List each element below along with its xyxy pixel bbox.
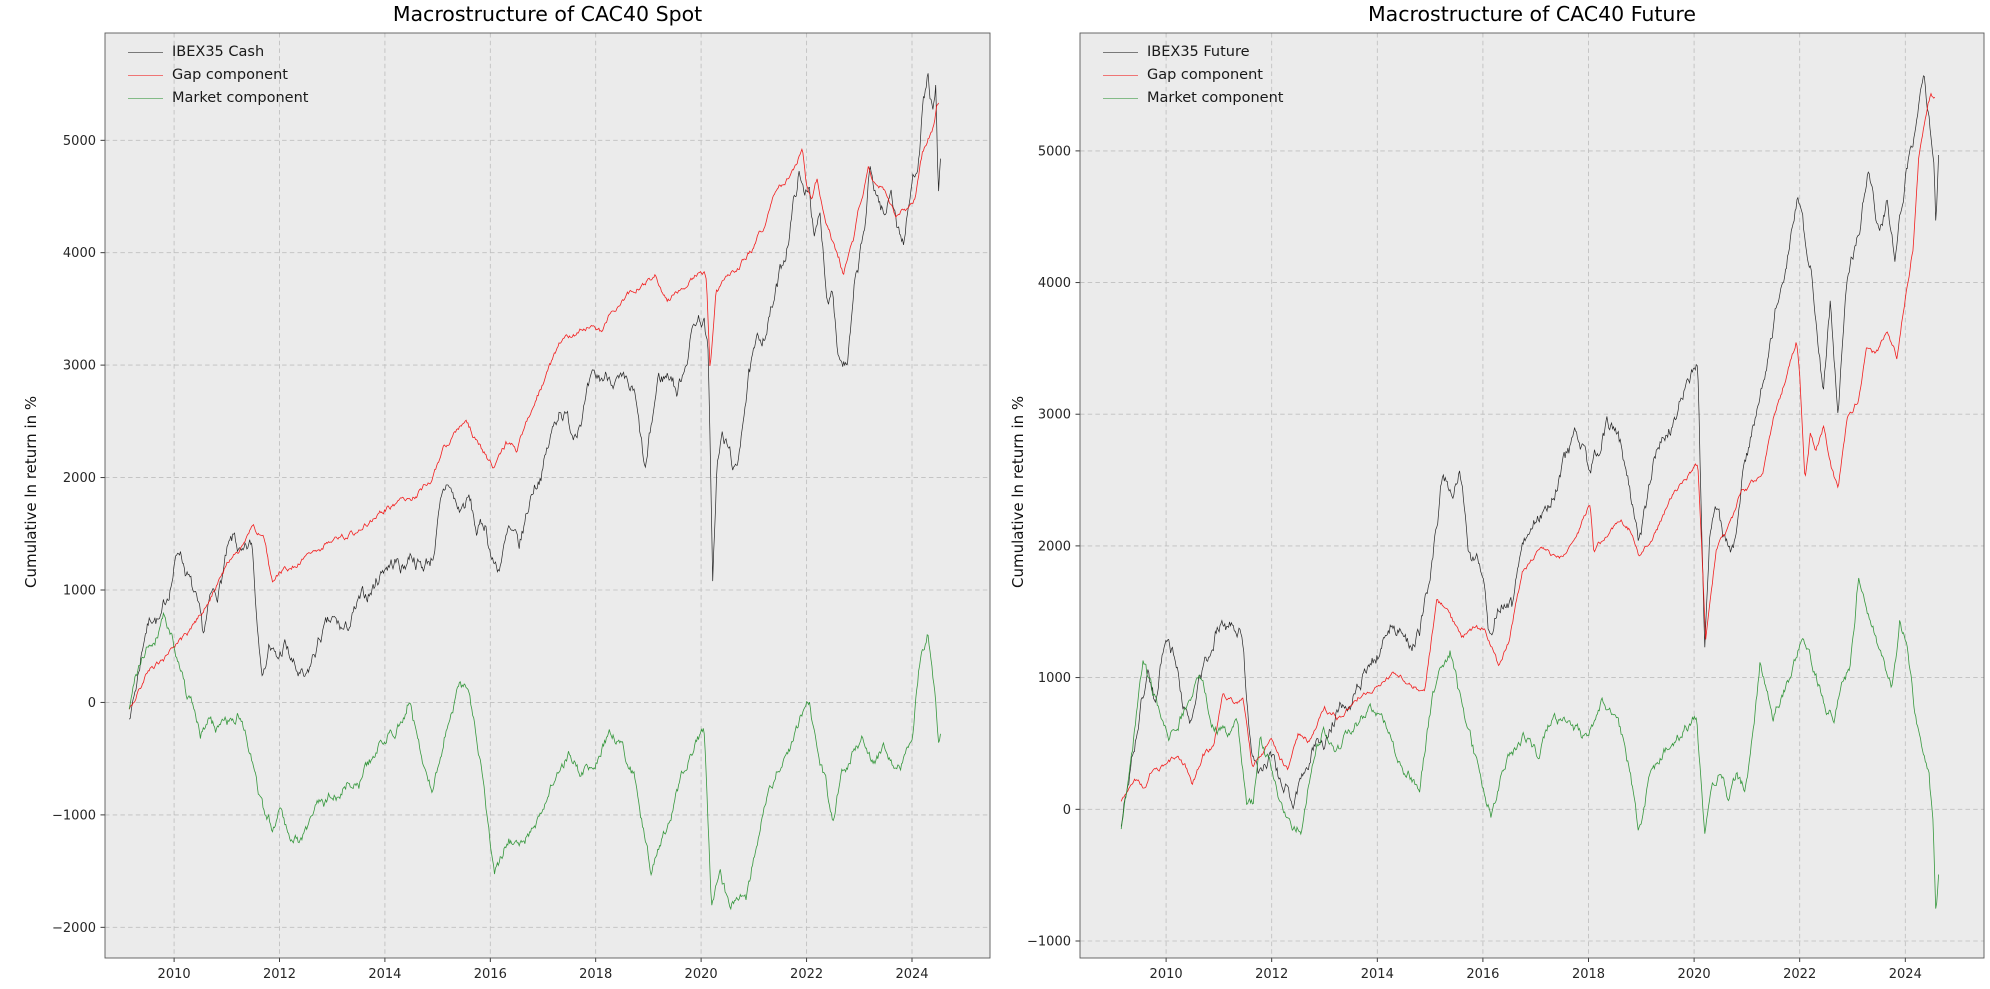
y-tick-label: 2000 [63, 471, 96, 486]
legend-line-icon [1103, 98, 1138, 99]
plot-area-spot: 2010 2012 2014 2016 2018 2020 2022 2024 5000 4000… [52, 32, 991, 982]
x-tick-label: 2012 [263, 967, 296, 982]
series-line-market-component [128, 611, 941, 911]
plot-background [1080, 33, 1984, 958]
legend-line-icon [128, 52, 163, 53]
tick-marks [100, 139, 913, 962]
series-line-ibex35-cash [128, 73, 941, 720]
legend-future: IBEX35 Future Gap component Market compone… [1103, 41, 1283, 110]
legend-item-ibex35-future: IBEX35 Future [1103, 41, 1283, 64]
series-line-gap-component [128, 102, 939, 710]
y-tick-label: −1000 [1027, 935, 1071, 950]
y-tick-label: 0 [1063, 803, 1071, 818]
x-tick-label: 2024 [895, 967, 928, 982]
series-line-gap-component [1120, 92, 1936, 802]
legend-line-icon [1103, 75, 1138, 76]
grid-lines [1080, 33, 1984, 958]
y-tick-label: 4000 [63, 246, 96, 261]
x-tick-label: 2010 [1150, 967, 1183, 982]
legend-item-market-component: Market component [1103, 87, 1283, 110]
x-tick-label: 2022 [790, 967, 823, 982]
y-tick-label: 5000 [63, 134, 96, 149]
legend-label: IBEX35 Future [1147, 44, 1250, 61]
chart-cac40-future: 2010 2012 2014 2016 2018 2020 2022 2024 5000 4000… [995, 0, 1990, 989]
y-tick-label: 5000 [1038, 144, 1071, 159]
y-tick-label: 0 [88, 696, 96, 711]
x-tick-label: 2020 [685, 967, 718, 982]
legend-line-icon [1103, 52, 1138, 53]
x-tick-label: 2022 [1783, 967, 1816, 982]
x-tick-label: 2024 [1889, 967, 1922, 982]
legend-line-icon [128, 98, 163, 99]
chart-title-spot: Macrostructure of CAC40 Spot [392, 2, 703, 26]
y-tick-label: 3000 [63, 359, 96, 374]
x-tick-label: 2018 [579, 967, 612, 982]
x-tick-label: 2014 [368, 967, 401, 982]
y-tick-label: −2000 [52, 921, 96, 936]
legend-spot: IBEX35 Cash Gap component Market component [128, 41, 308, 110]
legend-label: Market component [172, 90, 309, 107]
x-tick-label: 2010 [158, 967, 191, 982]
legend-label: Market component [1147, 90, 1284, 107]
x-tick-label: 2018 [1572, 967, 1605, 982]
x-tick-label: 2016 [474, 967, 507, 982]
grid-lines [105, 33, 990, 958]
legend-item-gap-component: Gap component [128, 64, 308, 87]
legend-item-ibex35-cash: IBEX35 Cash [128, 41, 308, 64]
plot-frame [104, 32, 991, 959]
tick-marks [1075, 150, 1906, 962]
legend-item-gap-component: Gap component [1103, 64, 1283, 87]
y-axis-tick-labels: 5000 4000 3000 2000 1000 0 −1000 [1027, 144, 1071, 949]
legend-label: Gap component [172, 67, 288, 84]
legend-line-icon [128, 75, 163, 76]
chart-cac40-spot: 2010 2012 2014 2016 2018 2020 2022 2024 5000 4000… [22, 2, 991, 982]
y-tick-label: 1000 [63, 584, 96, 599]
y-tick-label: 1000 [1038, 671, 1071, 686]
y-tick-label: 4000 [1038, 276, 1071, 291]
x-tick-label: 2012 [1255, 967, 1288, 982]
x-axis-tick-labels: 2010 2012 2014 2016 2018 2020 2022 2024 [1150, 967, 1922, 982]
chart-title-future: Macrostructure of CAC40 Future [1367, 2, 1697, 26]
legend-label: IBEX35 Cash [172, 44, 265, 61]
series-line-market-component [1120, 577, 1939, 909]
x-axis-tick-labels: 2010 2012 2014 2016 2018 2020 2022 2024 [158, 967, 929, 982]
y-tick-label: 3000 [1038, 408, 1071, 423]
y-axis-label-spot: Cumulative ln return in % [22, 395, 40, 588]
x-tick-label: 2014 [1361, 967, 1394, 982]
legend-item-market-component: Market component [128, 87, 308, 110]
y-axis-tick-labels: 5000 4000 3000 2000 1000 0 −1000 −2000 [52, 134, 96, 936]
y-tick-label: 2000 [1038, 539, 1071, 554]
legend-label: Gap component [1147, 67, 1263, 84]
x-tick-label: 2020 [1678, 967, 1711, 982]
plot-area-future: 2010 2012 2014 2016 2018 2020 2022 2024 5000 4000… [1027, 32, 1985, 982]
y-axis-label-future: Cumulative ln return in % [1009, 395, 1027, 588]
x-tick-label: 2016 [1466, 967, 1499, 982]
plot-background [105, 33, 990, 958]
plot-frame [1079, 32, 1985, 959]
y-tick-label: −1000 [52, 808, 96, 823]
